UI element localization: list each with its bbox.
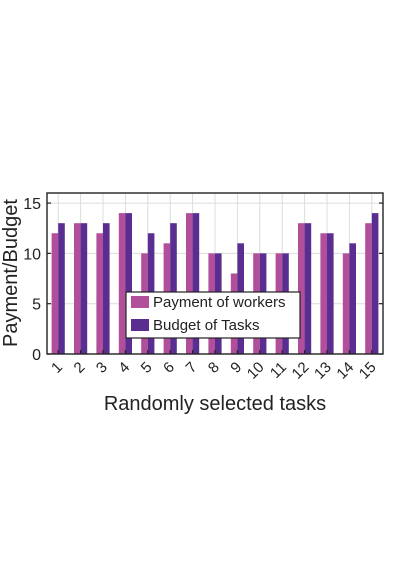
bar-budget-15	[371, 213, 379, 354]
bar-payment-2	[74, 223, 81, 354]
x-tick-label: 3	[93, 359, 111, 377]
bar-payment-3	[96, 233, 103, 354]
x-tick-label: 8	[205, 359, 223, 377]
bar-budget-1	[58, 223, 65, 354]
x-axis-label: Randomly selected tasks	[104, 393, 326, 415]
x-tick-label: 2	[71, 359, 89, 377]
x-tick-label: 9	[227, 359, 245, 377]
x-tick-label: 14	[333, 359, 357, 383]
bar-budget-3	[103, 223, 110, 354]
bar-payment-13	[320, 233, 327, 354]
bar-payment-7	[186, 213, 193, 354]
x-tick-label: 4	[115, 359, 133, 377]
bar-budget-13	[327, 233, 334, 354]
bar-payment-4	[118, 213, 126, 354]
bar-payment-14	[342, 253, 350, 354]
legend: Payment of workers Budget of Tasks	[125, 291, 301, 339]
bar-budget-2	[80, 223, 88, 354]
bar-payment-15	[365, 223, 372, 354]
y-tick-label: 0	[32, 347, 41, 364]
y-axis-ticks: 0 5 10 15	[23, 196, 383, 364]
x-tick-label: 11	[267, 359, 290, 382]
x-tick-label: 1	[48, 359, 66, 377]
y-axis-label: Payment/Budget	[0, 199, 22, 347]
y-tick-label: 15	[23, 196, 41, 213]
legend-swatch-budget	[131, 319, 149, 331]
bar-budget-6	[170, 223, 177, 354]
x-tick-label: 12	[289, 359, 313, 383]
bar-budget-14	[349, 243, 356, 354]
x-tick-label: 5	[138, 359, 156, 377]
bar-budget-12	[304, 223, 312, 354]
x-tick-label: 7	[183, 359, 201, 377]
legend-label-payment: Payment of workers	[153, 294, 286, 311]
bar-payment-1	[51, 233, 59, 354]
legend-box	[125, 291, 301, 339]
bar-budget-4	[125, 213, 132, 354]
legend-label-budget: Budget of Tasks	[153, 317, 259, 334]
x-tick-label: 13	[311, 359, 335, 383]
x-tick-label: 15	[356, 359, 380, 383]
y-tick-label: 10	[23, 246, 41, 263]
x-tick-label: 6	[160, 359, 178, 377]
x-tick-label: 10	[244, 359, 268, 383]
bar-budget-7	[192, 213, 200, 354]
legend-swatch-payment	[131, 296, 149, 308]
bar-payment-12	[298, 223, 305, 354]
y-tick-label: 5	[32, 297, 41, 314]
